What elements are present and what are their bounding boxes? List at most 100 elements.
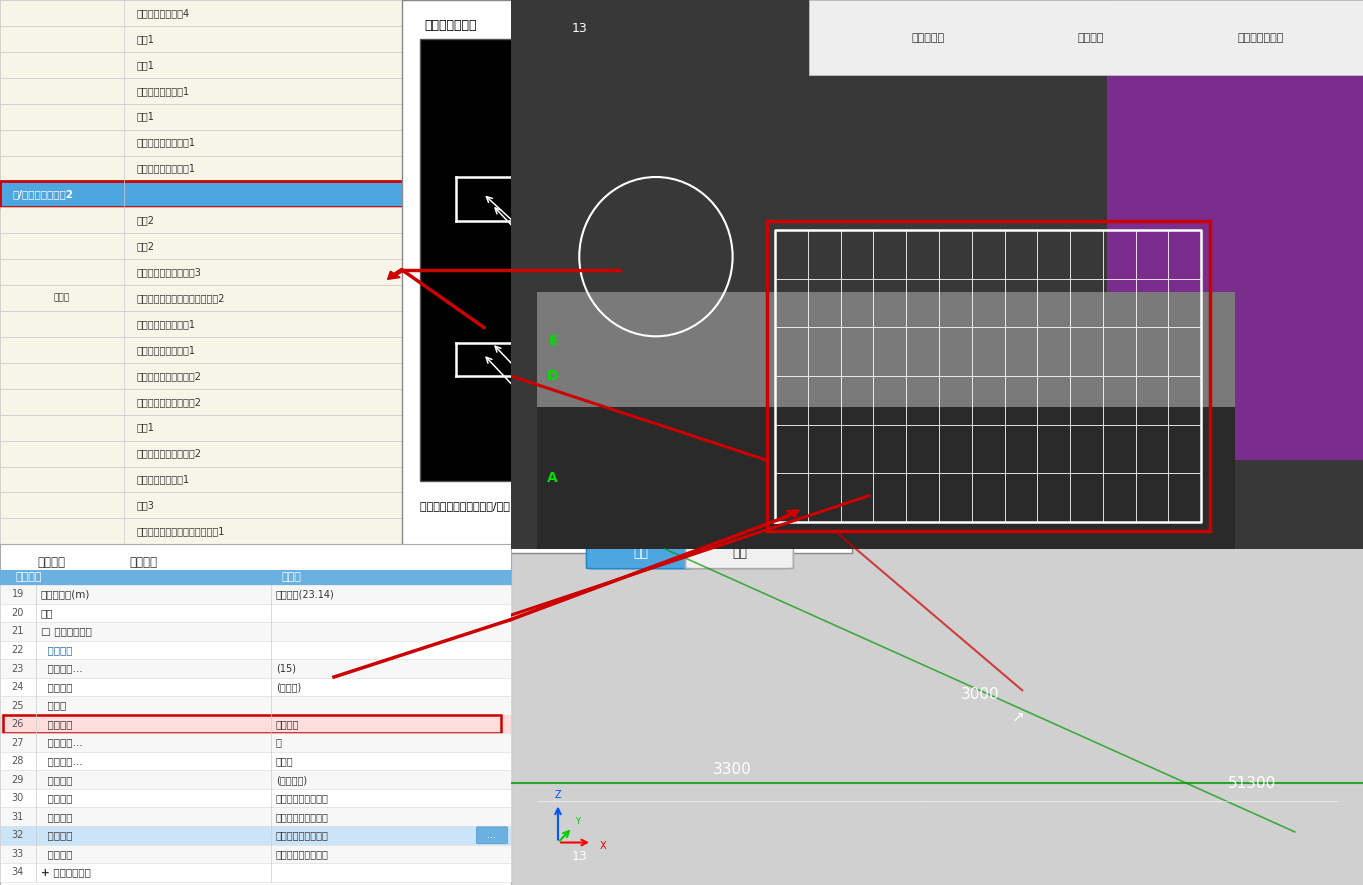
Bar [0, 415, 620, 441]
Text: laE: laE [744, 267, 774, 286]
Bar [0, 466, 620, 492]
Text: 按默認搭接設置計算: 按默認搭接設置計算 [275, 849, 328, 858]
Bar [0, 156, 620, 181]
Text: 垂直筋樓層變截面節點3: 垂直筋樓層變截面節點3 [136, 267, 202, 277]
Bar [0, 285, 620, 311]
Text: 27: 27 [12, 737, 25, 748]
Bar [511, 0, 1363, 549]
FancyBboxPatch shape [686, 537, 793, 569]
Text: 縱筋構造: 縱筋構造 [41, 720, 72, 729]
Text: + 土建業務屬性: + 土建業務屬性 [41, 867, 91, 877]
Text: 水平分布...: 水平分布... [41, 756, 83, 766]
Text: 端部洞口連梁節點1: 端部洞口連梁節點1 [136, 86, 189, 96]
Text: 垂直筋遇洞口或端部無節點構造2: 垂直筋遇洞口或端部無節點構造2 [136, 293, 225, 303]
Bar [537, 292, 1235, 407]
Text: 否: 否 [275, 737, 282, 748]
Text: 左側垂直筋頂層節點1: 左側垂直筋頂層節點1 [136, 319, 195, 329]
Text: 樓層暗梁端部節點4: 樓層暗梁端部節點4 [136, 8, 189, 18]
Text: D: D [547, 369, 557, 383]
FancyBboxPatch shape [489, 180, 577, 212]
Bar [0, 181, 620, 207]
Bar [0, 863, 511, 881]
Bar [0, 0, 620, 26]
Text: 右側垂直筋插筋節點1: 右側垂直筋插筋節點1 [136, 164, 195, 173]
Bar [0, 26, 620, 52]
Text: 按設定節點設置計算: 按設定節點設置計算 [275, 830, 328, 840]
Text: 拐角暗柱內側節點1: 拐角暗柱內側節點1 [136, 474, 189, 484]
Text: 13: 13 [571, 22, 587, 35]
Bar [0, 734, 511, 752]
Text: (一級抗震): (一級抗震) [275, 774, 307, 785]
Bar [0, 622, 511, 641]
Text: 20: 20 [12, 608, 25, 618]
Bar [0, 337, 620, 363]
Text: 屬性名稱: 屬性名稱 [15, 573, 42, 582]
Text: 21: 21 [12, 627, 25, 636]
Text: 13: 13 [571, 850, 587, 863]
Text: 保護層厚...: 保護層厚... [41, 664, 83, 673]
Bar [0, 363, 620, 389]
Bar [0, 570, 511, 585]
Text: 屬性值: 屬性值 [281, 573, 301, 582]
Text: Z: Z [555, 789, 562, 800]
Text: 計算設置: 計算設置 [41, 812, 72, 822]
Text: 屬性列表: 屬性列表 [37, 556, 65, 569]
Text: 32: 32 [12, 830, 25, 840]
Text: ...: ... [529, 189, 538, 199]
Text: 節點2: 節點2 [136, 242, 154, 251]
Bar [0, 715, 511, 734]
Text: 水平鋼筋...: 水平鋼筋... [41, 737, 83, 748]
Text: 搭接設置: 搭接設置 [41, 849, 72, 858]
Text: 節點2: 節點2 [136, 215, 154, 226]
Bar [0, 826, 511, 844]
Text: 按默認錨固搭接計算: 按默認錨固搭接計算 [275, 793, 328, 804]
Text: 節點1: 節點1 [136, 112, 154, 121]
Text: 3000: 3000 [961, 688, 999, 702]
Text: 不計入: 不計入 [275, 756, 293, 766]
Text: 節點1: 節點1 [136, 423, 154, 433]
Bar [0, 129, 620, 156]
Text: 錨固搭接: 錨固搭接 [41, 793, 72, 804]
Text: 34: 34 [12, 867, 25, 877]
Text: 壓墻筋: 壓墻筋 [41, 701, 67, 711]
Text: 圖層管理: 圖層管理 [129, 556, 157, 569]
Text: 水平鋼筋插筋連續通過中側節點1: 水平鋼筋插筋連續通過中側節點1 [136, 527, 225, 536]
Text: Y: Y [575, 817, 581, 826]
Text: (15): (15) [275, 664, 296, 673]
Text: ...: ... [488, 830, 496, 840]
Bar [0, 585, 511, 604]
Text: 水平鋼筋丁字端柱節點2: 水平鋼筋丁字端柱節點2 [136, 396, 202, 407]
Text: 終點底標高(m): 終點底標高(m) [41, 589, 90, 599]
Text: 剪力牆二次編輯: 剪力牆二次編輯 [1238, 33, 1284, 43]
Text: 26: 26 [12, 720, 25, 729]
Bar [3, 715, 502, 733]
Bar [0, 259, 620, 285]
Bar [420, 39, 842, 481]
Bar [0, 604, 511, 622]
Text: 其它鋼筋: 其它鋼筋 [41, 645, 72, 655]
Text: 33: 33 [12, 849, 25, 858]
Bar [0, 678, 511, 696]
Bar [0, 771, 511, 789]
Bar [0, 492, 620, 519]
Text: ↗: ↗ [1011, 710, 1025, 724]
Bar [0, 696, 511, 715]
Text: 24: 24 [12, 682, 25, 692]
Text: 匯總信息: 匯總信息 [41, 682, 72, 692]
Bar [0, 234, 620, 259]
Bar [766, 221, 1210, 531]
Text: 19: 19 [12, 589, 25, 599]
Text: 取消: 取消 [732, 547, 747, 559]
Text: 節點1: 節點1 [136, 34, 154, 44]
Text: 智能布置: 智能布置 [1077, 33, 1104, 43]
Text: 28: 28 [12, 756, 25, 766]
Text: 節點二: 節點二 [620, 447, 652, 466]
FancyBboxPatch shape [586, 537, 694, 569]
Bar [0, 441, 620, 466]
Text: 水平鋼筋丁字暗柱節點2: 水平鋼筋丁字暗柱節點2 [136, 371, 202, 381]
Bar [0, 104, 620, 129]
Text: 縱筋錨固: 縱筋錨固 [275, 720, 300, 729]
Bar [0, 807, 511, 826]
Text: 節點設置: 節點設置 [41, 830, 72, 840]
Text: 抗震等級: 抗震等級 [41, 774, 72, 785]
